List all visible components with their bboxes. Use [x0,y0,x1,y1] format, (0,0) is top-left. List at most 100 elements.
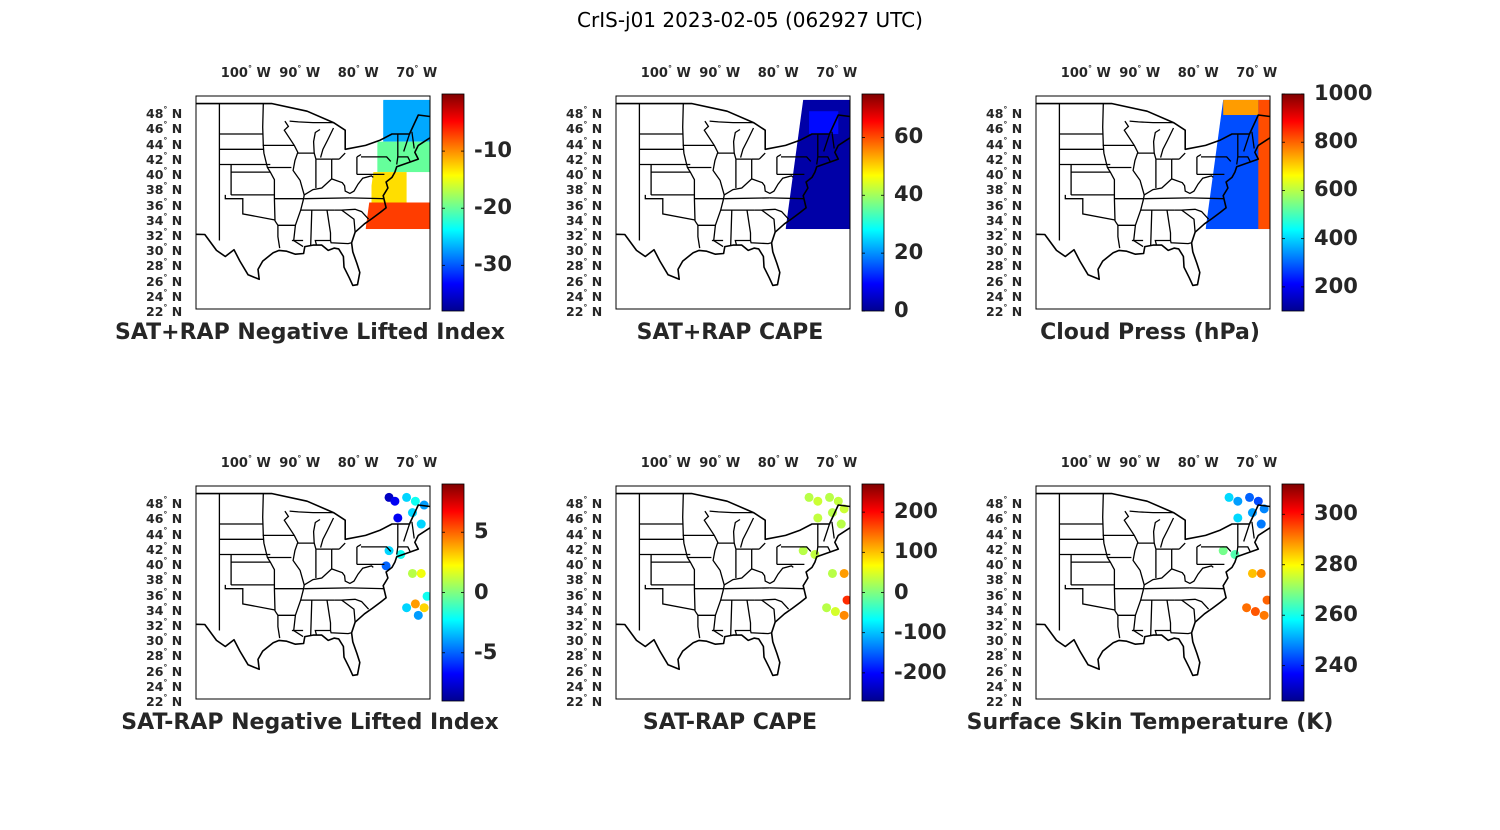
lon-tick-label: 70° W [816,454,858,471]
state-border [1159,127,1175,158]
state-border [262,103,281,249]
colorbar-tick-label: -100 [894,619,947,644]
lon-tick-label: 70° W [1236,64,1278,81]
state-border [338,542,346,550]
state-border [734,600,752,636]
lat-tick-label: 40° N [146,166,183,183]
lat-tick-label: 30° N [986,632,1023,649]
colorbar-tick-label: -10 [474,138,512,163]
data-point [407,568,417,578]
lat-tick-label: 34° N [566,211,603,228]
state-border [1123,510,1145,638]
state-border [397,156,411,162]
lat-tick-label: 42° N [566,150,603,167]
state-border [1150,210,1153,246]
state-border [730,600,733,636]
state-border [262,493,281,639]
lat-tick-label: 38° N [986,571,1023,588]
state-border [1064,194,1116,221]
lat-tick-label: 28° N [146,647,183,664]
swath-region [1223,99,1259,116]
state-border [1129,510,1174,514]
lat-tick-label: 46° N [566,120,603,137]
state-border [776,154,782,158]
state-border [1236,524,1239,555]
state-border [1251,521,1255,539]
colorbar-tick-label: 0 [894,298,909,322]
swath-region [1258,99,1270,230]
lat-tick-label: 42° N [986,540,1023,557]
lon-tick-label: 80° W [1177,454,1219,471]
map-plot [195,93,465,312]
map-layer [616,492,850,677]
state-border [319,127,335,158]
state-border [289,120,334,124]
map-layer [1036,492,1270,677]
data-point [402,492,412,502]
panel-sat-minus-rap-cape: SAT-RAP CAPE 200 100 0 -100 -200 100° W 90° W 8… [520,450,1000,830]
state-border [769,587,804,590]
lat-tick-label: 38° N [566,181,603,198]
state-border [1152,518,1161,550]
data-point [422,591,430,601]
lat-tick-label: 34° N [986,211,1023,228]
state-border [761,599,776,623]
state-border [334,598,370,610]
colorbar-tick-label: 0 [894,579,909,604]
data-point [1256,568,1266,578]
data-point [827,568,837,578]
colorbar-tick-label: 0 [474,579,489,604]
lat-tick-label: 42° N [146,540,183,557]
colorbar [1281,93,1305,312]
data-point [407,508,417,518]
data-point [1242,603,1252,613]
panel-skin-temp: Surface Skin Temperature (K) 300 280 260 24… [940,450,1420,830]
lat-tick-label: 30° N [146,242,183,259]
state-border [314,600,332,636]
lat-tick-label: 44° N [986,135,1023,152]
state-border [682,103,701,249]
state-border [403,523,411,542]
lat-tick-label: 46° N [986,120,1023,137]
lon-tick-label: 70° W [816,64,858,81]
state-border [329,630,352,635]
lat-tick-label: 32° N [146,616,183,633]
lon-tick-label: 100° W [640,454,691,471]
data-point [839,610,849,620]
lat-tick-label: 38° N [146,571,183,588]
state-border [831,521,835,539]
panel-title: Cloud Press (hPa) [1040,320,1260,345]
lat-tick-label: 44° N [566,525,603,542]
lon-tick-label: 90° W [699,454,741,471]
lat-tick-label: 22° N [146,693,183,709]
lat-tick-label: 26° N [146,272,183,289]
state-border [303,175,374,196]
lat-tick-label: 48° N [986,105,1023,122]
lat-tick-label: 46° N [146,120,183,137]
state-border [1064,584,1116,611]
coastline [616,102,850,287]
colorbar-tick-label: 400 [1314,225,1358,250]
state-border [361,156,392,162]
state-border [1189,197,1224,200]
lat-tick-label: 24° N [146,287,183,304]
lat-tick-label: 36° N [566,586,603,603]
data-point [822,603,832,613]
colorbar-tick-label: 60 [894,124,924,149]
data-point [419,603,429,613]
state-border [1201,546,1232,552]
panel-title: SAT+RAP Negative Lifted Index [115,320,505,345]
lat-tick-label: 24° N [146,677,183,694]
data-point [402,603,412,613]
data-point [1230,549,1240,559]
data-point [798,546,808,556]
swath-layer [365,99,430,230]
data-point [1224,492,1234,502]
state-border [831,131,835,149]
lon-tick-label: 80° W [337,454,379,471]
state-border [1154,600,1172,636]
coastline [196,102,430,287]
data-point [1233,496,1243,506]
lat-tick-label: 30° N [566,242,603,259]
state-border [329,240,352,245]
